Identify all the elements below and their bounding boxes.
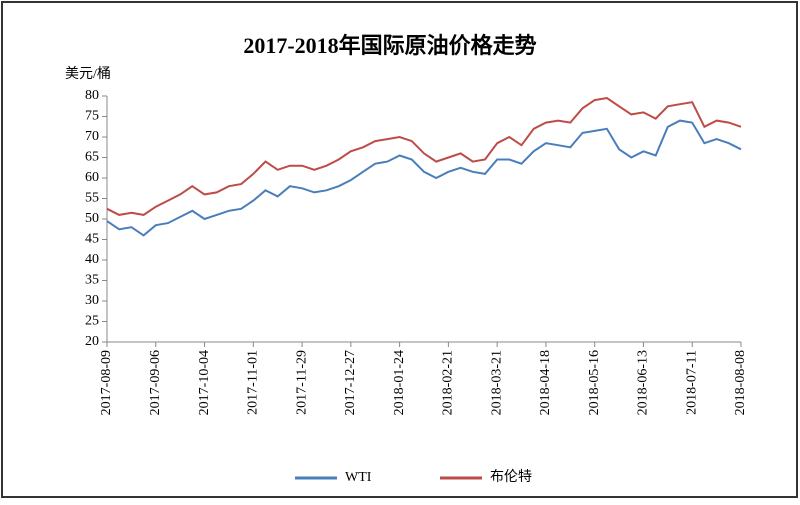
x-tick-label: 2018-06-13	[636, 350, 651, 415]
x-tick-label: 2017-09-06	[148, 350, 163, 415]
x-tick-label: 2017-11-01	[246, 350, 261, 415]
x-tick-label: 2018-01-24	[392, 350, 407, 415]
y-tick-label: 20	[85, 334, 99, 349]
x-tick-label: 2018-02-21	[441, 350, 456, 415]
x-tick-label: 2017-11-29	[294, 350, 309, 415]
y-tick-label: 30	[85, 293, 99, 308]
y-axis-label: 美元/桶	[65, 66, 111, 82]
legend-label: WTI	[345, 470, 372, 485]
x-tick-label: 2018-08-08	[733, 350, 748, 415]
x-tick-label: 2018-04-18	[538, 350, 553, 415]
y-tick-label: 80	[85, 88, 99, 103]
chart-title: 2017-2018年国际原油价格走势	[243, 33, 536, 58]
x-tick-label: 2017-08-09	[99, 350, 114, 415]
y-tick-label: 40	[85, 252, 99, 267]
y-tick-label: 50	[85, 211, 99, 226]
y-tick-label: 70	[85, 129, 99, 144]
legend-label: 布伦特	[490, 469, 532, 485]
line-series	[106, 119, 742, 237]
x-tick-label: 2017-10-04	[197, 350, 212, 415]
x-tick-label: 2018-05-16	[587, 350, 602, 415]
y-tick-label: 75	[85, 109, 99, 124]
y-tick-label: 35	[85, 273, 99, 288]
line-series	[106, 96, 742, 216]
x-tick-label: 2018-07-11	[684, 350, 699, 415]
y-tick-label: 25	[85, 314, 99, 329]
y-tick-label: 65	[85, 150, 99, 165]
x-tick-label: 2017-12-27	[343, 350, 358, 415]
y-tick-label: 45	[85, 232, 99, 247]
y-tick-label: 55	[85, 191, 99, 206]
y-tick-label: 60	[85, 170, 99, 185]
x-tick-label: 2018-03-21	[489, 350, 504, 415]
